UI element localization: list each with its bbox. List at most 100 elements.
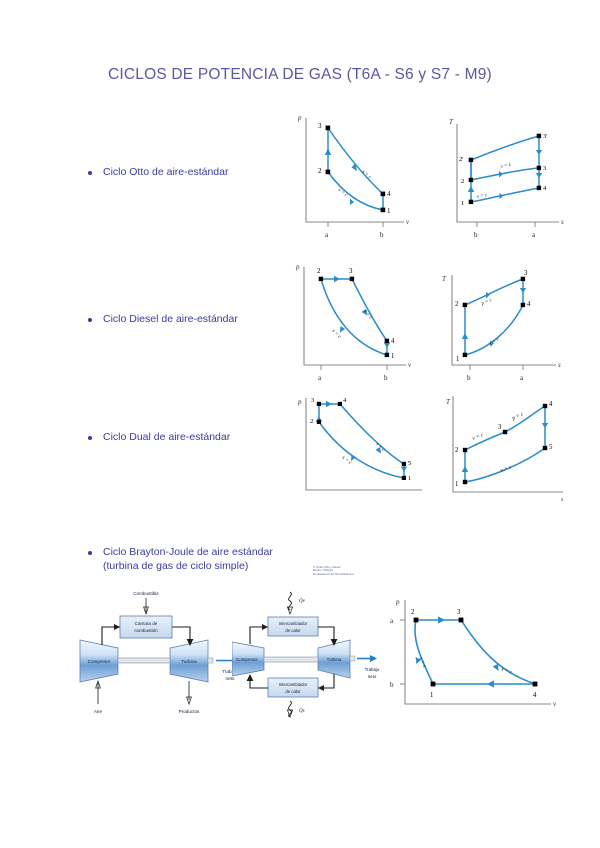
cycle-path (414, 619, 536, 685)
figure-brayton-closed: Intercambiador de calor Intercambiador d… (232, 586, 380, 718)
axis-label-y: p (395, 598, 400, 606)
cycle-path (320, 278, 388, 356)
cycle-path (318, 403, 405, 479)
figure-dual-pv: p 3 (292, 392, 428, 500)
point-label-2: 2 (318, 167, 322, 175)
state-points (325, 125, 386, 213)
turbine-block (169, 639, 209, 683)
products-label: Productos (179, 709, 200, 714)
point-label-3: 3 (311, 397, 315, 404)
hx-top-label-line2: de calor (285, 628, 301, 633)
bullet-item-brayton: Ciclo Brayton-Joule de aire estándar (tu… (88, 545, 273, 573)
process-label-p-c: p = c (480, 297, 494, 307)
point-label-2: 2 (461, 178, 464, 185)
figure-otto-ts: T s b a (443, 110, 567, 242)
bullet-item-diesel: Ciclo Diesel de aire-estándar (88, 312, 238, 326)
axis-label-x: s (561, 218, 564, 226)
compressor-label: Compresor (88, 659, 111, 664)
bullet-dot-icon (88, 318, 92, 322)
state-points (468, 133, 542, 205)
point-label-1: 1 (456, 356, 459, 363)
axis-label-y: p (295, 263, 300, 271)
point-label-2: 2 (455, 301, 459, 308)
chart-brayton-pv: p v a b (390, 598, 557, 708)
process-label-p-c: p = c (510, 411, 525, 422)
hx-bottom-label-line2: de calor (285, 689, 301, 694)
figure-diesel-ts: T s b a (432, 257, 567, 385)
point-label-1: 1 (408, 475, 411, 482)
xtick-b: b (380, 231, 384, 239)
point-label-1: 1 (455, 481, 458, 488)
process-label-s-c-2: s = c (362, 309, 374, 321)
flow-arrows (461, 288, 527, 347)
process-label-s-c-1: s = c (417, 656, 428, 669)
bullet-item-otto: Ciclo Otto de aire-estándar (88, 165, 228, 179)
bullet-label-dual: Ciclo Dual de aire-estándar (103, 431, 231, 443)
shaft (117, 657, 171, 664)
bullet-dot-icon (88, 171, 92, 175)
compressor-block (232, 641, 265, 677)
process-label-s-c-1: s = c (375, 441, 387, 453)
ytick-a: a (390, 617, 394, 625)
point-label-3: 3 (524, 270, 528, 277)
point-label-3: 3 (318, 122, 322, 130)
chart-diesel-ts: T s b a (442, 270, 561, 382)
chart-otto-ts: T s b a (449, 118, 564, 239)
bullet-dot-icon (88, 436, 92, 440)
point-label-3: 3 (498, 424, 502, 431)
diagram-brayton-closed: Intercambiador de calor Intercambiador d… (232, 591, 380, 718)
axis-label-x: v (408, 361, 412, 369)
point-label-1: 1 (391, 353, 394, 360)
point-label-1: 1 (387, 207, 391, 215)
heat-in-label: Q̇e (299, 598, 306, 604)
turbine-block (317, 639, 351, 679)
chamber-label-line2: combustión (134, 628, 158, 633)
axis-label-x: s (561, 497, 564, 503)
point-label-4: 4 (391, 338, 395, 345)
fuel-arrowhead-icon (143, 606, 149, 616)
process-label-v-c-1: v = c (472, 432, 485, 442)
process-label-s-c-2: s = c (341, 455, 353, 467)
figure-dual-ts: T s 2 1 3 (443, 392, 568, 504)
state-points (316, 401, 406, 480)
work-coupling (207, 657, 214, 664)
point-label-2: 2 (310, 418, 313, 425)
state-points (413, 617, 538, 687)
bullet-dot-icon (88, 551, 92, 555)
heat-exchanger-top-box (267, 616, 319, 637)
point-label-2: 2 (411, 609, 415, 616)
credit-line: © Ciclos Otto y Diesel Moran / Shapiro F… (313, 566, 354, 576)
xtick-b: b (474, 231, 478, 239)
process-label-v-c: v = c (488, 336, 501, 347)
point-label-3: 3 (457, 609, 461, 616)
axis-label-y: T (449, 118, 454, 126)
xtick-a: a (532, 231, 536, 239)
xtick-b: b (384, 374, 388, 382)
ytick-b: b (390, 681, 394, 689)
xtick-a: a (520, 374, 524, 382)
work-label-line2: neto (226, 676, 235, 681)
process-label-v-c-2: v = c (500, 464, 513, 474)
page-title: CICLOS DE POTENCIA DE GAS (T6A - S6 y S7… (108, 66, 492, 83)
bullet-item-dual: Ciclo Dual de aire-estándar (88, 430, 230, 444)
point-label-4: 4 (527, 301, 531, 308)
xtick-a: a (325, 231, 329, 239)
hx-bottom-label-line1: Intercambiador (279, 682, 308, 687)
point-label-2: 2 (317, 268, 321, 275)
flow-arrows (461, 423, 549, 472)
process-label-s-c-2: s = c (361, 169, 373, 181)
axis-label-x: s (558, 361, 561, 369)
pipe-arrows (246, 624, 338, 691)
bullet-label-brayton: Ciclo Brayton-Joule de aire estándar (tu… (103, 546, 273, 572)
work-label-line1: Trabajo (365, 667, 380, 672)
figure-otto-pv: p v a b (288, 110, 412, 242)
process-label-s-c-1: s = c (337, 187, 349, 199)
chart-dual-pv: p 3 (297, 397, 422, 491)
shaft (263, 656, 319, 663)
heat-out-label: Q̇s (299, 708, 305, 714)
fuel-label: Combustible (133, 591, 159, 596)
point-label-4: 4 (543, 185, 547, 192)
xtick-a: a (318, 374, 322, 382)
axis-label-y: T (442, 275, 447, 283)
